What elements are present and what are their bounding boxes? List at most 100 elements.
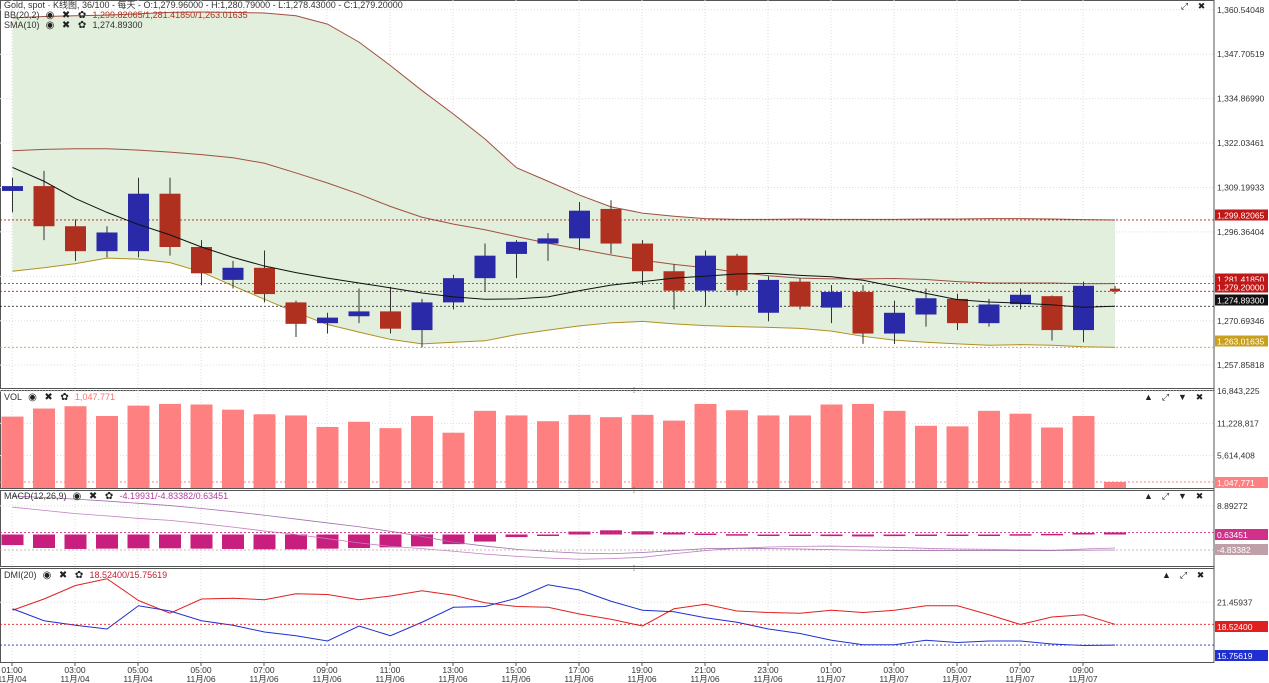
move-down-icon[interactable]: ▼ — [1178, 392, 1187, 402]
x-time-label: 07:00 — [1009, 665, 1031, 675]
volume-bar — [505, 415, 528, 488]
price-tick-label: 1,347.70519 — [1217, 49, 1265, 59]
eye-icon[interactable]: ◉ — [28, 392, 37, 403]
close-icon[interactable]: ✖ — [88, 491, 98, 502]
candle — [348, 288, 370, 324]
candle — [506, 240, 527, 279]
candle — [65, 219, 86, 261]
candle — [1010, 288, 1031, 310]
volume-bar — [820, 404, 843, 488]
volume-bar — [96, 416, 118, 488]
gear-icon[interactable]: ✿ — [60, 392, 69, 403]
macd-hist-bar — [379, 534, 402, 548]
candle-body — [663, 271, 685, 291]
macd-hist-bar — [631, 531, 654, 535]
candle — [600, 200, 622, 254]
x-date-label: 11月/07 — [1005, 674, 1034, 683]
macd-hist-bar — [852, 534, 874, 537]
candle — [1073, 281, 1094, 343]
candle-body — [128, 193, 149, 252]
macd-hist-bar — [348, 534, 370, 548]
close-icon[interactable]: ✖ — [1197, 1, 1206, 11]
candle — [569, 202, 590, 251]
volume-bar — [411, 416, 433, 488]
macd-hist-bar — [96, 534, 118, 549]
candle — [884, 300, 905, 344]
candle-body — [1010, 294, 1031, 305]
macd-hist-bar — [600, 530, 622, 535]
sma-value: 1,274.89300 — [92, 20, 143, 30]
macd-hist-bar — [883, 534, 906, 537]
candle-body — [96, 232, 118, 252]
expand-icon[interactable]: ⤢ — [1161, 392, 1170, 402]
price-tag — [1215, 335, 1268, 347]
gear-icon[interactable]: ✿ — [74, 570, 84, 581]
candle-body — [254, 267, 275, 295]
dmi-legend: DMI(20) ◉ ✖ ✿ 18.52400/15.75619 — [4, 570, 167, 581]
dmi-tag-text: 18.52400 — [1217, 622, 1253, 632]
bb-values: 1,299.82065/1,281.41850/1,263.01635 — [92, 10, 248, 20]
expand-icon[interactable]: ⤢ — [1179, 570, 1188, 580]
eye-icon[interactable]: ◉ — [42, 570, 52, 581]
x-date-label: 11月/06 — [312, 674, 341, 683]
main-legend: Gold, spot · K线图, 36/100 - 每天 - O:1,279.… — [4, 0, 403, 11]
x-date-label: 11月/07 — [816, 674, 845, 683]
candle-body — [285, 302, 307, 324]
close-icon[interactable]: ✖ — [1195, 392, 1204, 402]
candle-body — [506, 241, 527, 254]
candle — [978, 298, 1000, 327]
move-up-icon[interactable]: ▲ — [1144, 392, 1153, 402]
candle — [758, 276, 779, 322]
macd-hist-bar — [505, 534, 528, 538]
vol-tick-label: 16,843,225 — [1217, 386, 1260, 396]
close-icon[interactable]: ✖ — [61, 20, 71, 31]
expand-icon[interactable]: ⤢ — [1180, 1, 1189, 11]
candle-body — [947, 298, 968, 324]
candle — [852, 285, 874, 344]
x-time-label: 09:00 — [1072, 665, 1094, 675]
macd-hist-bar — [316, 534, 339, 549]
gear-icon[interactable]: ✿ — [104, 491, 114, 502]
move-up-icon[interactable]: ▲ — [1144, 491, 1153, 501]
x-time-label: 21:00 — [694, 665, 716, 675]
close-icon[interactable]: ✖ — [58, 570, 68, 581]
volume-bar — [1104, 481, 1126, 488]
x-time-label: 13:00 — [442, 665, 464, 675]
close-icon[interactable]: ✖ — [1196, 570, 1205, 580]
candle-body — [726, 255, 748, 291]
dmi-label: DMI(20) — [4, 570, 37, 580]
pane-border — [0, 568, 1215, 663]
x-time-label: 01:00 — [1, 665, 23, 675]
x-date-label: 11月/06 — [564, 674, 593, 683]
x-time-label: 23:00 — [757, 665, 779, 675]
expand-icon[interactable]: ⤢ — [1161, 491, 1170, 501]
candle-body — [884, 312, 905, 334]
gear-icon[interactable]: ✿ — [77, 10, 87, 21]
candle — [33, 170, 55, 241]
price-tick-label: 1,322.03461 — [1217, 138, 1265, 148]
candle-body — [1110, 288, 1120, 292]
candle — [789, 278, 811, 310]
candle-body — [348, 311, 370, 317]
volume-bar — [568, 414, 591, 488]
close-icon[interactable]: ✖ — [44, 392, 53, 403]
move-up-icon[interactable]: ▲ — [1162, 570, 1171, 580]
macd-label: MACD(12,26,9) — [4, 491, 67, 501]
candle — [2, 177, 23, 213]
eye-icon[interactable]: ◉ — [45, 20, 55, 31]
macd-hist-bar — [789, 534, 811, 536]
x-time-label: 17:00 — [568, 665, 590, 675]
eye-icon[interactable]: ◉ — [45, 10, 55, 21]
gear-icon[interactable]: ✿ — [77, 20, 87, 31]
eye-icon[interactable]: ◉ — [72, 491, 82, 502]
close-icon[interactable]: ✖ — [61, 10, 71, 21]
close-icon[interactable]: ✖ — [1195, 491, 1204, 501]
price-tick-label: 1,334.86990 — [1217, 94, 1265, 104]
candle-body — [191, 247, 212, 274]
candle-body — [600, 208, 622, 244]
dmi-tag — [1215, 621, 1268, 632]
x-time-label: 07:00 — [253, 665, 275, 675]
price-tag — [1215, 209, 1268, 221]
move-down-icon[interactable]: ▼ — [1178, 491, 1187, 501]
